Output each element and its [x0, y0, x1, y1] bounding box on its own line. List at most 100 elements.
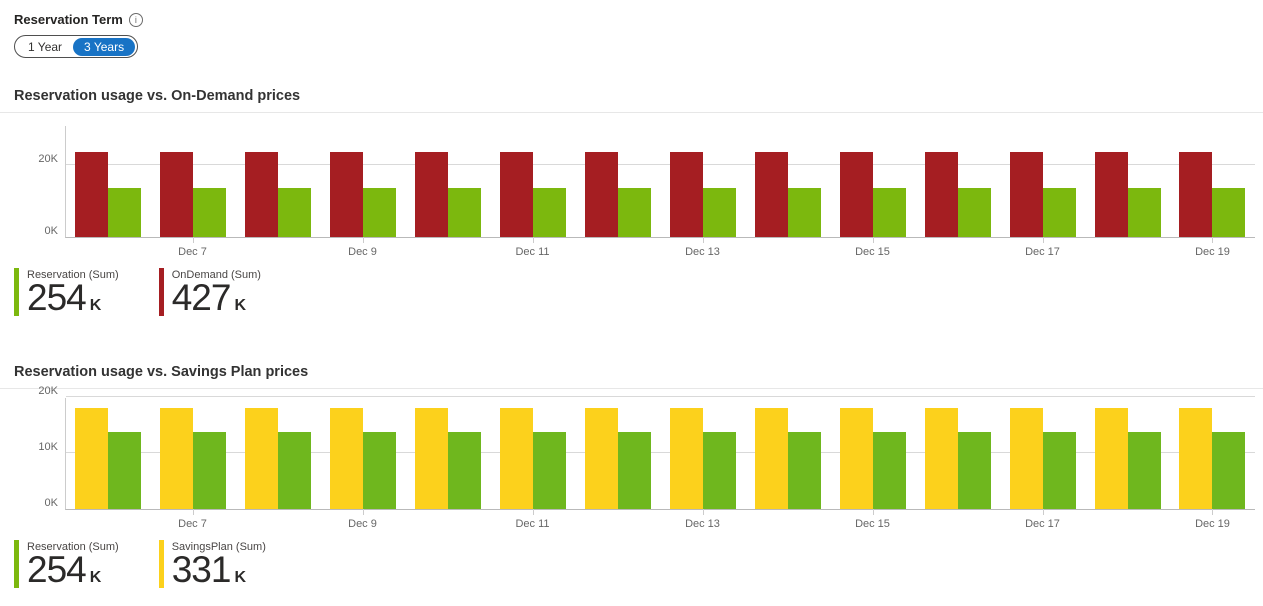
reservation-bar[interactable]: [193, 187, 227, 237]
savingsplan-bar[interactable]: [500, 407, 534, 509]
reservation-bar[interactable]: [533, 432, 567, 509]
reservation-bar[interactable]: [108, 187, 142, 237]
x-axis-tick: [702, 509, 704, 515]
bar-group-dec-14: [745, 126, 830, 237]
reservation-bar[interactable]: [702, 432, 736, 509]
legend-item-ondemand[interactable]: OnDemand (Sum) 427 K: [158, 268, 261, 318]
bar-group-dec-6: [66, 398, 151, 509]
reservation-bar[interactable]: [787, 187, 821, 237]
ondemand-bar[interactable]: [245, 151, 279, 237]
y-axis-label-0k: 0K: [44, 225, 58, 237]
ondemand-chart-section: Reservation usage vs. On-Demand prices 2…: [0, 88, 1263, 316]
savingsplan-bar[interactable]: [415, 407, 449, 509]
savingsplan-bar[interactable]: [584, 407, 618, 509]
ondemand-plot-area: [65, 126, 1255, 243]
reservation-bar[interactable]: [363, 432, 397, 509]
x-axis-label-dec-19: Dec 19: [1195, 518, 1230, 530]
savingsplan-bar[interactable]: [1009, 407, 1043, 509]
savingsplan-bar[interactable]: [839, 407, 873, 509]
ondemand-bar[interactable]: [924, 151, 958, 237]
reservation-bar[interactable]: [533, 187, 567, 237]
reservation-bar[interactable]: [957, 187, 991, 237]
reservation-bar[interactable]: [193, 432, 227, 509]
ondemand-bar[interactable]: [669, 151, 703, 237]
savingsplan-bar[interactable]: [245, 407, 279, 509]
x-axis-label-dec-13: Dec 13: [685, 518, 720, 530]
reservation-bar[interactable]: [1127, 432, 1161, 509]
toggle-option-1-year[interactable]: 1 Year: [28, 39, 63, 54]
reservation-bar[interactable]: [957, 432, 991, 509]
reservation-bar[interactable]: [872, 432, 906, 509]
ondemand-bar[interactable]: [330, 151, 364, 237]
x-axis-label-dec-17: Dec 17: [1025, 246, 1060, 258]
ondemand-bar[interactable]: [839, 151, 873, 237]
x-axis-tick: [363, 237, 365, 243]
toggle-option-3-years[interactable]: 3 Years: [73, 37, 136, 56]
reservation-bar[interactable]: [1042, 432, 1076, 509]
reservation-bar[interactable]: [448, 432, 482, 509]
reservation-bar[interactable]: [448, 187, 482, 237]
x-axis-label-empty: [405, 518, 490, 530]
reservation-bar[interactable]: [1127, 187, 1161, 237]
legend-value-row: 254 K: [27, 279, 119, 316]
bar-group-dec-12: [576, 126, 661, 237]
info-icon[interactable]: i: [128, 12, 143, 27]
reservation-bar[interactable]: [1212, 187, 1246, 237]
x-axis-label-empty: [65, 518, 150, 530]
bar-group-dec-16: [915, 126, 1000, 237]
legend-value: 427: [171, 277, 232, 318]
savingsplan-bar[interactable]: [669, 407, 703, 509]
savingsplan-bar[interactable]: [330, 407, 364, 509]
ondemand-bar[interactable]: [1009, 151, 1043, 237]
ondemand-bar[interactable]: [500, 151, 534, 237]
reservation-bar[interactable]: [1212, 432, 1246, 509]
reservation-bar[interactable]: [617, 187, 651, 237]
bar-group-dec-17: [1000, 126, 1085, 243]
ondemand-bar[interactable]: [1179, 151, 1213, 237]
legend-value: 254: [27, 277, 87, 318]
x-axis-tick: [533, 509, 535, 515]
legend-item-savingsplan[interactable]: SavingsPlan (Sum) 331 K: [158, 540, 266, 588]
savingsplan-bar[interactable]: [160, 407, 194, 509]
bar-group-dec-15: [830, 126, 915, 243]
ondemand-bar[interactable]: [160, 151, 194, 237]
reservation-term-toggle[interactable]: 1 Year 3 Years: [14, 35, 139, 58]
bar-group-dec-18: [1085, 126, 1170, 237]
reservation-bar[interactable]: [872, 187, 906, 237]
savingsplan-bar[interactable]: [75, 407, 109, 509]
savingsplan-chart-section: Reservation usage vs. Savings Plan price…: [0, 364, 1263, 588]
x-axis-label-empty: [745, 246, 830, 258]
x-axis-label-empty: [915, 246, 1000, 258]
reservation-bar[interactable]: [108, 432, 142, 509]
reservation-term-header: Reservation Term i 1 Year 3 Years: [0, 0, 1263, 58]
x-axis-label-dec-9: Dec 9: [348, 518, 377, 530]
legend-item-reservation[interactable]: Reservation (Sum) 254 K: [14, 268, 119, 316]
legend-item-reservation[interactable]: Reservation (Sum) 254 K: [14, 540, 119, 588]
ondemand-bar[interactable]: [415, 151, 449, 237]
reservation-bar[interactable]: [617, 432, 651, 509]
legend-value-suffix: K: [234, 569, 246, 586]
savingsplan-bar[interactable]: [924, 407, 958, 509]
ondemand-bar[interactable]: [1094, 151, 1128, 237]
ondemand-bar[interactable]: [754, 151, 788, 237]
reservation-bar[interactable]: [1042, 187, 1076, 237]
bar-group-dec-8: [236, 398, 321, 509]
legend-value-row: 331 K: [172, 551, 266, 588]
bar-group-dec-16: [915, 398, 1000, 509]
reservation-bar[interactable]: [363, 187, 397, 237]
savingsplan-bar[interactable]: [1179, 407, 1213, 509]
savingsplan-bar[interactable]: [1094, 407, 1128, 509]
reservation-bar[interactable]: [787, 432, 821, 509]
reservation-bar[interactable]: [278, 432, 312, 509]
bar-group-dec-18: [1085, 398, 1170, 509]
savingsplan-bar[interactable]: [754, 407, 788, 509]
x-axis-tick: [1212, 237, 1214, 243]
section-divider: [0, 112, 1263, 113]
ondemand-bar[interactable]: [75, 151, 109, 237]
reservation-bar[interactable]: [702, 187, 736, 237]
x-axis-label-dec-15: Dec 15: [855, 518, 890, 530]
x-axis-label-dec-7: Dec 7: [178, 518, 207, 530]
bar-group-dec-7: [151, 126, 236, 243]
ondemand-bar[interactable]: [584, 151, 618, 237]
reservation-bar[interactable]: [278, 187, 312, 237]
